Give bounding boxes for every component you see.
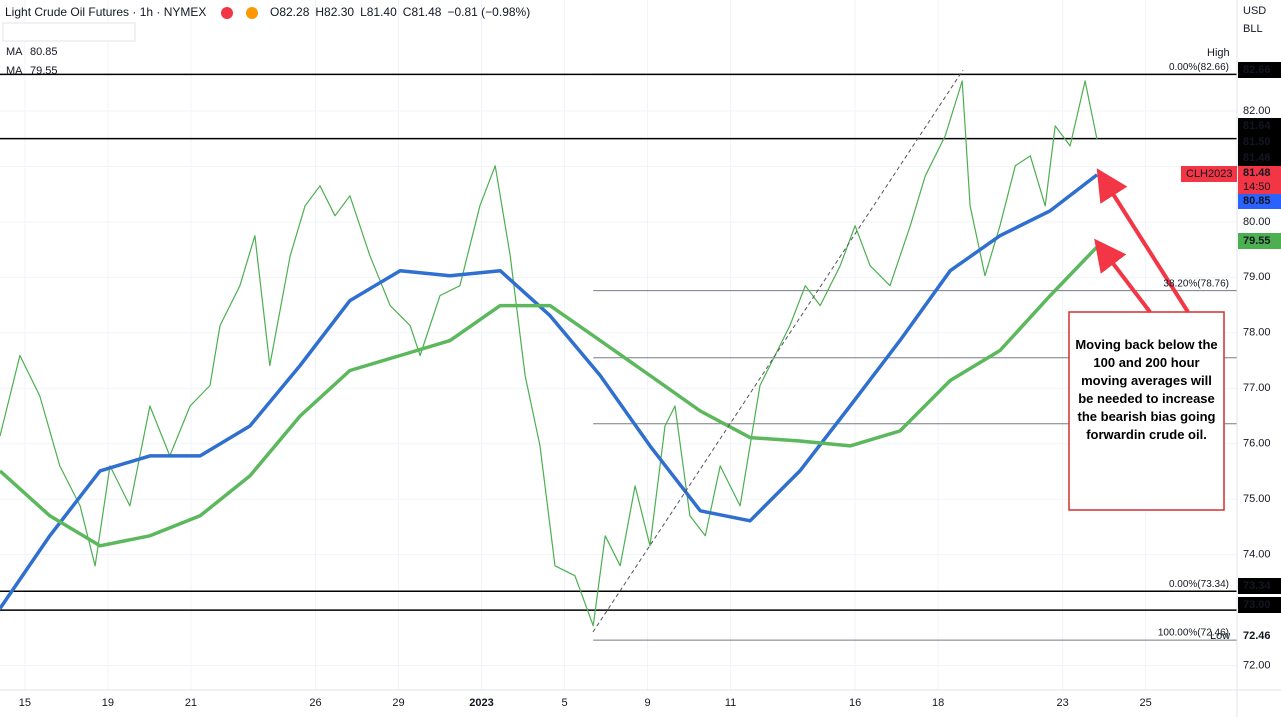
y-tick-label: 78.00	[1243, 327, 1271, 339]
price-tag	[1238, 578, 1281, 594]
y-tick-label: 75.00	[1243, 493, 1271, 505]
price-tag	[1238, 193, 1281, 209]
fib-trend-line	[592, 69, 964, 633]
x-tick-label: 5	[561, 697, 567, 709]
price-tag	[1238, 628, 1281, 644]
ohlc-value: O82.28	[270, 5, 310, 19]
fib-label: 38.20%(78.76)	[1163, 278, 1229, 289]
price-line	[0, 80, 1098, 627]
annotation-box	[1068, 311, 1225, 511]
ohlc-value: −0.81 (−0.98%)	[447, 5, 530, 19]
grid	[0, 0, 1237, 690]
flag-icon	[221, 7, 233, 19]
x-tick-label: 25	[1140, 697, 1152, 709]
price-tag-label: 82.66	[1243, 64, 1271, 76]
x-tick-label: 15	[19, 697, 31, 709]
price-tag-label: 81.48	[1243, 152, 1271, 164]
price-tag-label: 73.00	[1243, 599, 1271, 611]
x-tick-label: 18	[932, 697, 944, 709]
arrow	[1094, 238, 1152, 314]
price-tag-label: 79.55	[1243, 235, 1271, 247]
plot-area	[0, 73, 1237, 641]
y-tick-label: 79.00	[1243, 271, 1271, 283]
symbol-price	[1238, 166, 1281, 194]
y-tick-label: 74.00	[1243, 549, 1271, 561]
annotation-text: Moving back below the 100 and 200 hour m…	[1075, 337, 1218, 442]
x-tick-label: 2023	[469, 697, 493, 709]
symbol-time: 14:50	[1243, 181, 1271, 193]
moving-average	[0, 245, 1099, 548]
price-tag	[1238, 150, 1281, 166]
price-tag	[1238, 597, 1281, 613]
price-tag-label: 73.34	[1243, 580, 1271, 592]
y-tick-label: 77.00	[1243, 382, 1271, 394]
x-tick-label: 29	[392, 697, 404, 709]
y-tick-label: 80.00	[1243, 216, 1271, 228]
x-tick-label: 26	[309, 697, 321, 709]
price-tag-label: 81.64	[1243, 120, 1271, 132]
price-tag-label: 80.85	[1243, 195, 1271, 207]
ohlc-value: H82.30	[315, 5, 354, 19]
price-tag	[1238, 134, 1281, 150]
indicator-value: 80.85	[30, 46, 58, 58]
ohlc: O82.28 H82.30 L81.40 C81.48 −0.81 (−0.98%)	[270, 5, 530, 19]
x-tick-label: 11	[725, 697, 736, 709]
annotation: Moving back below the 100 and 200 hour m…	[1075, 337, 1218, 442]
symbol-name: CLH2023	[1186, 168, 1232, 180]
low-label: Low	[1210, 630, 1230, 642]
indicator-name: MA	[6, 65, 23, 77]
ohlc-value: L81.40	[360, 5, 397, 19]
fib-label: 0.00%(82.66)	[1169, 62, 1229, 73]
toolbar	[2, 22, 136, 42]
fib-label: 100.00%(72.46)	[1158, 628, 1229, 639]
y-tick-label: 76.00	[1243, 438, 1271, 450]
symbol-tag	[1181, 166, 1237, 182]
unit: BLL	[1243, 23, 1263, 35]
x-tick-label: 9	[644, 697, 650, 709]
ohlc-value: C81.48	[403, 5, 442, 19]
x-tick-label: 19	[102, 697, 114, 709]
moving-average	[0, 173, 1099, 610]
high-label: High	[1207, 47, 1230, 59]
price-tag	[1238, 233, 1281, 249]
x-tick-label: 16	[849, 697, 861, 709]
d-icon	[246, 7, 258, 19]
indicator-value: 79.55	[30, 65, 58, 77]
symbol-price-label: 81.48	[1243, 167, 1271, 179]
price-tag-label: 72.46	[1243, 630, 1271, 642]
currency: USD	[1243, 5, 1266, 17]
x-tick-label: 21	[185, 697, 197, 709]
price-tag	[1238, 62, 1281, 78]
arrow	[1096, 168, 1190, 314]
indicator-name: MA	[6, 46, 23, 58]
price-tag-label: 81.50	[1243, 136, 1271, 148]
y-tick-label: 72.00	[1243, 660, 1271, 672]
fib-label: 0.00%(73.34)	[1169, 579, 1229, 590]
y-tick-label: 82.00	[1243, 105, 1271, 117]
price-tag	[1238, 118, 1281, 134]
x-tick-label: 23	[1057, 697, 1069, 709]
chart-title: Light Crude Oil Futures · 1h · NYMEX	[5, 5, 206, 19]
